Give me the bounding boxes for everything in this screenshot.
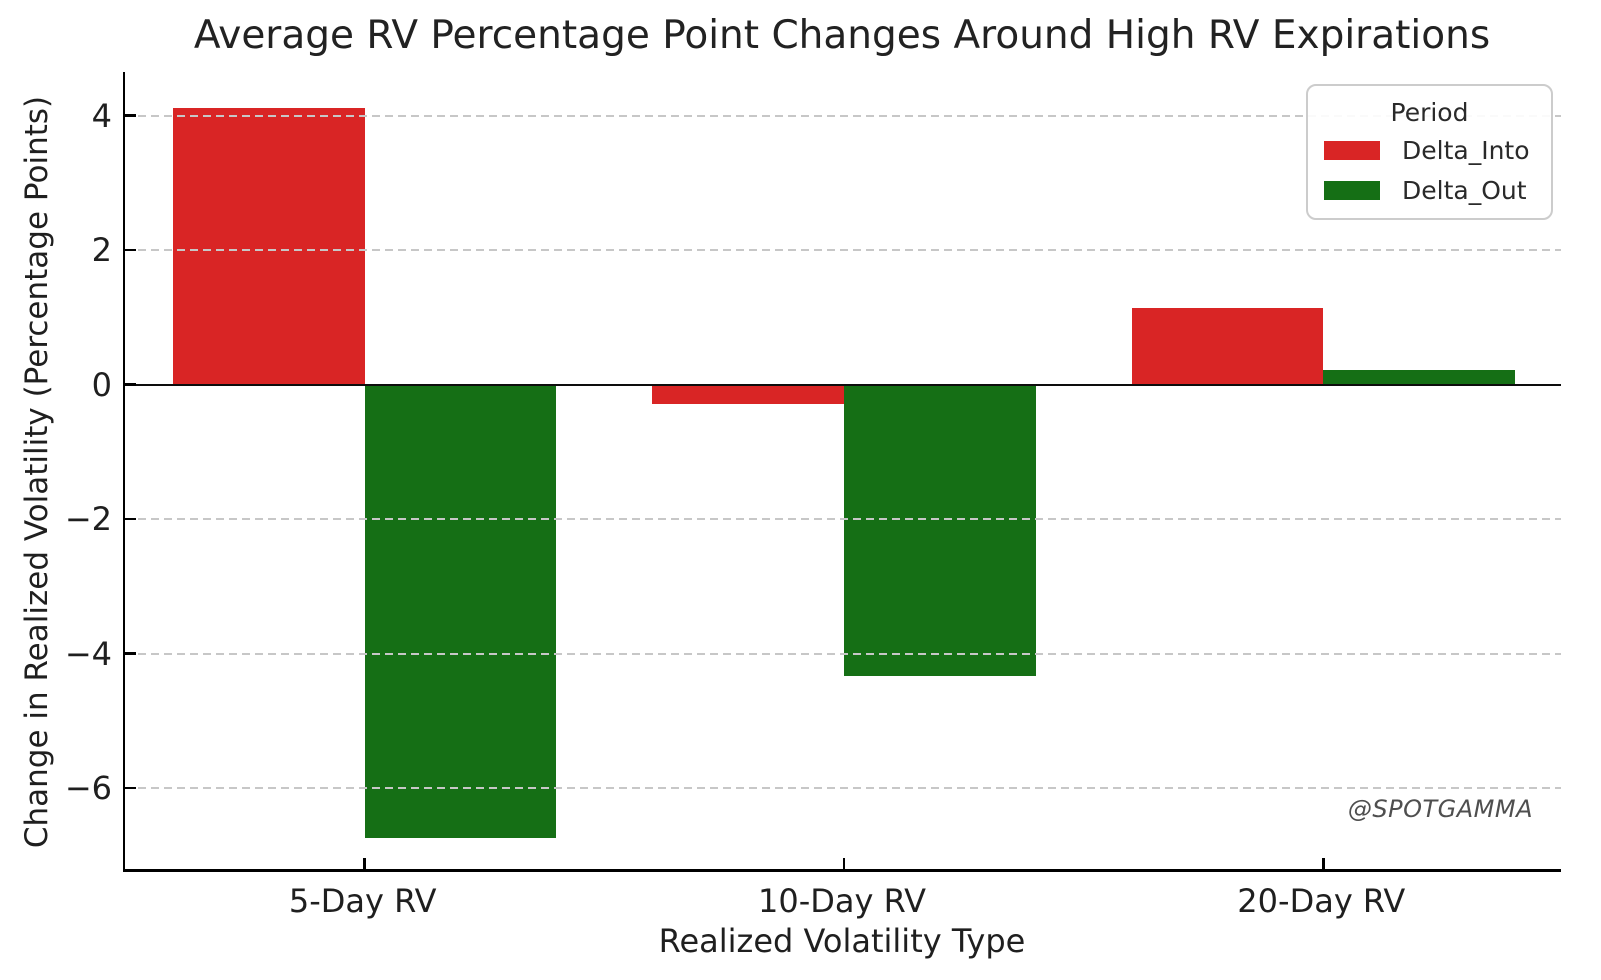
chart-title: Average RV Percentage Point Changes Arou… — [193, 13, 1491, 58]
zero-axis-line — [125, 383, 1561, 386]
xtick-mark-20-day-rv — [1322, 858, 1325, 869]
gridline-y-4 — [125, 114, 1561, 117]
ytick-mark-4 — [125, 114, 136, 117]
xtick-mark-10-day-rv — [842, 858, 846, 869]
xtick-label-5-day-rv: 5-Day RV — [288, 882, 437, 920]
legend-label-delta-into: Delta_Into — [1402, 135, 1530, 165]
y-axis-label: Change in Realized Volatility (Percentag… — [19, 95, 55, 849]
ytick-label--6: −6 — [64, 769, 112, 807]
legend-title: Period — [1390, 98, 1469, 127]
legend-label-delta-out: Delta_Out — [1402, 175, 1527, 205]
ytick-label-4: 4 — [91, 96, 112, 135]
xtick-mark-5-day-rv — [363, 858, 366, 869]
ytick-label--4: −4 — [64, 634, 112, 673]
bar-delta-out-10-day-rv — [844, 384, 1036, 676]
plot-area — [123, 72, 1561, 872]
legend-swatch-delta-into — [1324, 140, 1380, 160]
x-axis-label: Realized Volatility Type — [658, 922, 1026, 960]
gridline-y--2 — [125, 518, 1561, 521]
ytick-mark-2 — [125, 248, 136, 252]
bar-delta-out-20-day-rv — [1323, 369, 1515, 385]
bar-delta-out-5-day-rv — [364, 384, 557, 839]
ytick-label--2: −2 — [64, 500, 112, 539]
legend-rows: Delta_Into Delta_Out — [1308, 130, 1551, 210]
bar-delta-into-5-day-rv — [172, 107, 365, 385]
watermark: @SPOTGAMMA — [1347, 795, 1533, 823]
ytick-label-0: 0 — [91, 365, 112, 404]
xtick-label-10-day-rv: 10-Day RV — [758, 882, 926, 920]
ytick-mark--6 — [125, 786, 136, 790]
ytick-mark-0 — [125, 383, 136, 386]
legend: Period Delta_Into Delta_Out — [1306, 84, 1553, 220]
gridline-y--6 — [125, 787, 1561, 789]
gridline-y--4 — [125, 652, 1561, 655]
bar-delta-into-20-day-rv — [1131, 308, 1324, 385]
ytick-mark--4 — [125, 652, 136, 655]
gridline-y-2 — [125, 249, 1561, 252]
legend-row-delta-out: Delta_Out — [1308, 170, 1551, 210]
ytick-label-2: 2 — [91, 231, 112, 270]
legend-swatch-delta-out — [1324, 180, 1380, 200]
ytick-mark--2 — [125, 517, 136, 521]
legend-row-delta-into: Delta_Into — [1308, 130, 1551, 170]
bar-delta-into-10-day-rv — [652, 384, 844, 405]
xtick-label-20-day-rv: 20-Day RV — [1237, 882, 1406, 920]
